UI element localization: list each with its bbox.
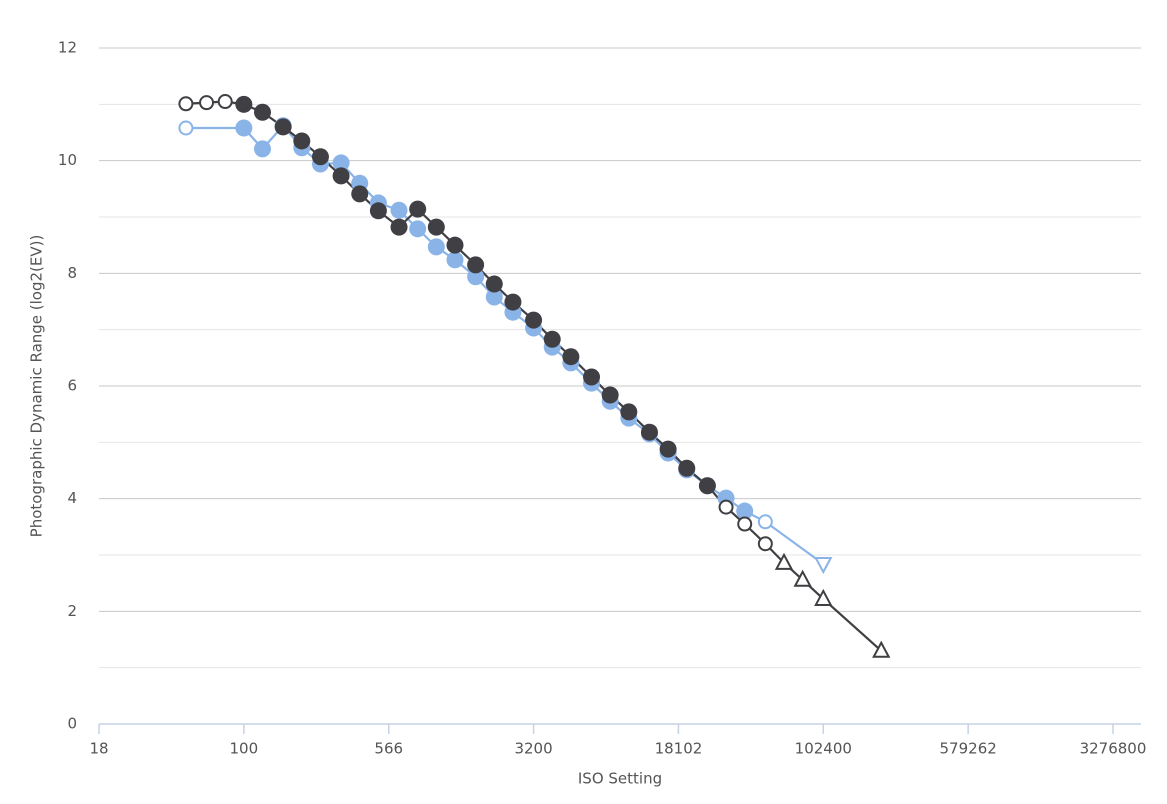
point bbox=[736, 502, 754, 520]
point bbox=[872, 640, 891, 658]
point bbox=[814, 588, 833, 606]
point bbox=[178, 96, 194, 112]
y-tick-label: 2 bbox=[67, 602, 77, 620]
y-tick-label: 0 bbox=[67, 715, 77, 733]
point bbox=[427, 218, 445, 236]
x-tick-label: 3200 bbox=[514, 740, 552, 758]
point bbox=[678, 459, 696, 477]
point bbox=[254, 103, 272, 121]
point bbox=[254, 140, 272, 158]
point bbox=[467, 256, 485, 274]
point bbox=[235, 119, 253, 137]
point bbox=[235, 95, 253, 113]
point bbox=[446, 236, 464, 254]
point bbox=[390, 218, 408, 236]
point bbox=[793, 569, 812, 587]
point bbox=[199, 95, 215, 111]
point bbox=[293, 132, 311, 150]
x-tick-label: 18102 bbox=[655, 740, 703, 758]
point bbox=[504, 293, 522, 311]
x-tick-label: 566 bbox=[374, 740, 403, 758]
y-axis-title: Photographic Dynamic Range (log2(EV)) bbox=[28, 235, 46, 538]
point bbox=[332, 167, 350, 185]
point bbox=[311, 148, 329, 166]
point bbox=[217, 94, 233, 110]
point bbox=[351, 185, 369, 203]
point bbox=[737, 516, 753, 532]
point bbox=[601, 386, 619, 404]
point bbox=[814, 557, 833, 575]
point bbox=[774, 552, 794, 570]
y-tick-label: 8 bbox=[67, 264, 77, 282]
point bbox=[409, 220, 427, 238]
point bbox=[485, 288, 503, 306]
point bbox=[390, 201, 408, 219]
point bbox=[369, 202, 387, 220]
point bbox=[583, 368, 601, 386]
point bbox=[718, 499, 734, 515]
point bbox=[525, 311, 543, 329]
y-tick-label: 10 bbox=[58, 151, 77, 169]
point bbox=[485, 275, 503, 293]
x-tick-label: 579262 bbox=[940, 740, 997, 758]
point bbox=[659, 440, 677, 458]
x-axis-title: ISO Setting bbox=[578, 770, 662, 788]
y-tick-label: 6 bbox=[67, 377, 77, 395]
point bbox=[757, 536, 773, 552]
point bbox=[467, 268, 485, 286]
point bbox=[757, 514, 773, 530]
x-tick-label: 18 bbox=[89, 740, 108, 758]
point bbox=[543, 330, 561, 348]
point bbox=[332, 154, 350, 172]
x-tick-label: 102400 bbox=[795, 740, 852, 758]
point bbox=[274, 118, 292, 136]
point bbox=[427, 238, 445, 256]
point bbox=[620, 403, 638, 421]
point bbox=[640, 423, 658, 441]
x-tick-label: 100 bbox=[230, 740, 259, 758]
point bbox=[698, 477, 716, 495]
x-tick-label: 3276800 bbox=[1080, 740, 1147, 758]
point bbox=[446, 251, 464, 269]
point bbox=[178, 120, 194, 136]
y-tick-label: 4 bbox=[67, 489, 77, 507]
point bbox=[562, 348, 580, 366]
point bbox=[409, 200, 427, 218]
y-tick-label: 12 bbox=[58, 39, 77, 57]
